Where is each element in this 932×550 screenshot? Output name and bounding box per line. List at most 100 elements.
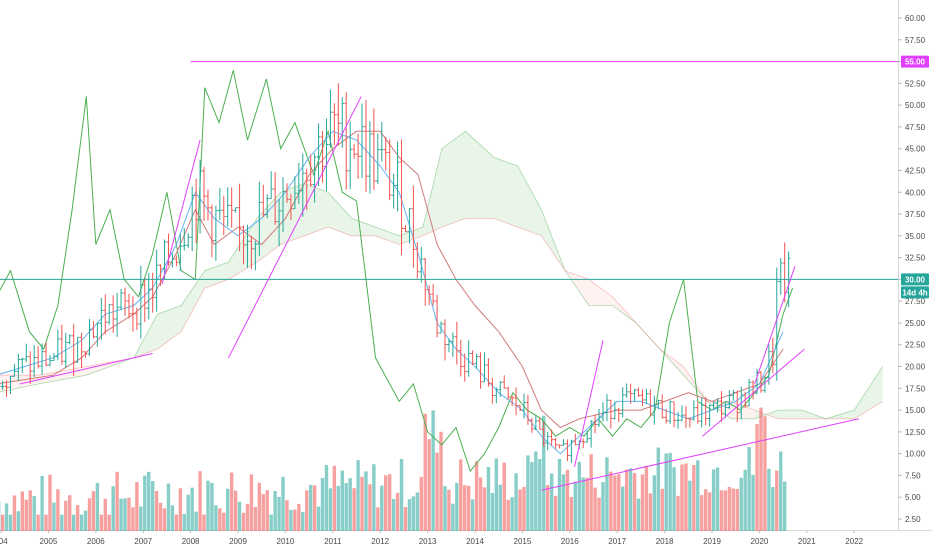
volume-bar — [312, 485, 317, 531]
volume-bar — [553, 495, 558, 531]
cloud-segment — [825, 410, 855, 419]
volume-bar — [131, 507, 135, 531]
volume-bar — [672, 467, 676, 531]
volume-bar — [40, 475, 44, 531]
volume-bar — [597, 497, 601, 531]
volume-bar — [68, 495, 72, 531]
volume-bar — [308, 484, 313, 531]
x-tick-label: 2015 — [514, 537, 532, 546]
volume-bar — [8, 514, 13, 531]
volume-bar — [494, 458, 499, 531]
volume-bar — [573, 481, 578, 531]
volume-bar — [727, 486, 732, 531]
volume-bar — [486, 466, 491, 531]
trendline[interactable] — [702, 348, 805, 437]
volume-bar — [229, 472, 234, 531]
trendline[interactable] — [161, 139, 201, 284]
y-tick-label: 22.50 — [905, 341, 926, 350]
volume-bar — [233, 490, 238, 531]
volume-bar — [680, 464, 684, 531]
volume-bar — [336, 485, 341, 531]
volume-bar — [0, 514, 5, 531]
cloud-span-b — [0, 218, 883, 420]
volume-bar — [202, 514, 206, 531]
volume-bar — [419, 476, 423, 531]
volume-bar — [763, 416, 767, 531]
y-tick-label: 35.00 — [905, 232, 926, 241]
y-tick-label: 25.00 — [905, 319, 926, 328]
volume-bar — [305, 490, 309, 531]
volume-bar — [688, 480, 692, 531]
indicator-line-2 — [0, 130, 784, 455]
volume-bar — [443, 486, 447, 531]
volume-bar — [210, 482, 214, 531]
volume-bar — [648, 493, 653, 531]
volume-bar — [743, 469, 747, 531]
volume-bar — [368, 484, 372, 531]
volume-bar — [411, 496, 416, 531]
y-tick-label: 37.50 — [905, 210, 926, 219]
volume-bar — [498, 484, 502, 531]
y-tick-label: 7.50 — [905, 471, 921, 480]
trendline[interactable] — [754, 266, 796, 385]
trendline[interactable] — [574, 340, 604, 467]
x-tick-label: 2007 — [134, 537, 152, 546]
volume-bar — [376, 507, 380, 531]
volume-bar — [48, 474, 52, 531]
x-tick-label: 004 — [0, 537, 8, 546]
volume-bar — [194, 511, 198, 531]
cloud-segment — [802, 410, 826, 419]
volume-bar — [190, 487, 194, 531]
y-tick-label: 50.00 — [905, 101, 926, 110]
volume-bar — [439, 431, 443, 531]
x-tick-label: 2011 — [324, 537, 342, 546]
volume-bar — [447, 489, 451, 531]
y-tick-label: 17.50 — [905, 384, 926, 393]
volume-bar — [538, 458, 542, 531]
trendline[interactable] — [541, 418, 860, 491]
volume-bar — [470, 499, 475, 531]
volume-bar — [198, 471, 202, 531]
volume-bar — [143, 475, 147, 531]
volume-bar — [360, 476, 364, 531]
volume-bar — [767, 468, 771, 531]
volume-bar — [273, 491, 277, 531]
volume-bar — [407, 499, 412, 531]
trendline[interactable] — [19, 352, 153, 385]
price-tag-30.00 — [901, 273, 929, 286]
volume-bar — [478, 477, 483, 531]
volume-bar — [601, 482, 605, 531]
volume-bar — [711, 469, 716, 531]
y-tick-label: 40.00 — [905, 188, 926, 197]
x-tick-label: 2022 — [845, 537, 863, 546]
indicator-line-1 — [0, 130, 784, 429]
x-tick-label: 2019 — [703, 537, 721, 546]
volume-bar — [340, 470, 344, 531]
volume-bar — [502, 462, 506, 531]
volume-bar — [12, 495, 17, 531]
trendline[interactable] — [228, 96, 362, 359]
x-tick-label: 2008 — [182, 537, 200, 546]
cloud-segment — [612, 296, 637, 323]
volume-bar — [297, 503, 301, 531]
volume-bar — [147, 471, 151, 531]
volume-bar — [79, 514, 84, 531]
cloud-segment — [778, 410, 803, 419]
volume-bar — [431, 410, 435, 531]
cloud-segment — [854, 366, 883, 419]
cloud-segment — [683, 366, 708, 402]
y-tick-label: 27.50 — [905, 297, 926, 306]
volume-bar — [123, 498, 127, 531]
y-tick-label: 20.00 — [905, 363, 926, 372]
volume-bar — [526, 455, 530, 531]
volume-bar — [166, 483, 171, 531]
cloud-segment — [328, 192, 352, 236]
volume-bar — [534, 451, 538, 531]
volume-bar — [747, 447, 751, 531]
volume-bar — [214, 505, 218, 531]
volume-bar — [249, 474, 254, 531]
volume-bar — [459, 459, 463, 531]
volume-bar — [577, 461, 581, 531]
